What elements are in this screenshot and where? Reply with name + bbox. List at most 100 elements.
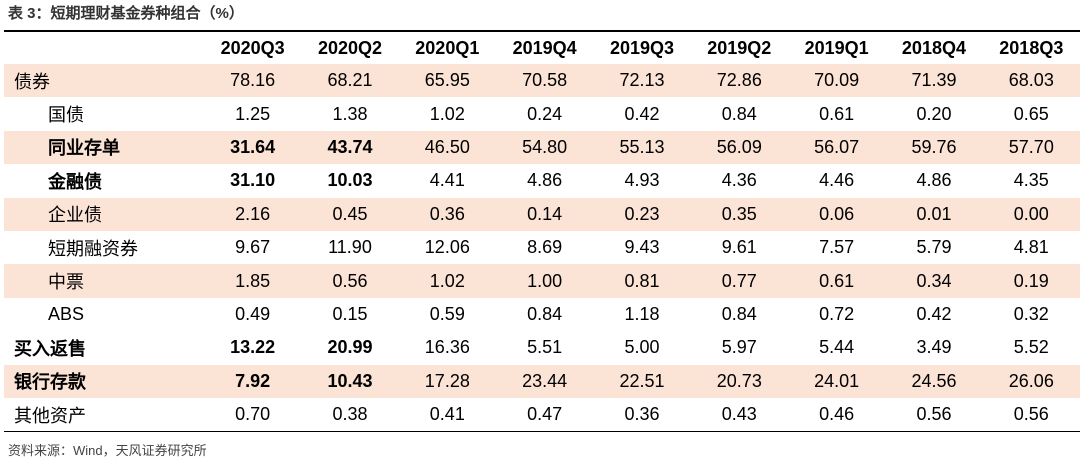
row-label: 企业债 <box>4 197 204 231</box>
column-header: 2020Q3 <box>220 37 285 58</box>
cell: 4.93 <box>624 170 660 191</box>
cell: 7.57 <box>819 237 855 258</box>
cell: 0.15 <box>332 303 368 324</box>
row-label: 银行存款 <box>4 364 204 398</box>
cell: 0.20 <box>916 103 952 124</box>
cell: 4.36 <box>721 170 757 191</box>
cell: 0.42 <box>916 303 952 324</box>
cell: 1.02 <box>398 264 496 298</box>
cell: 31.10 <box>230 170 276 191</box>
cell: 10.03 <box>327 170 373 191</box>
cell: 70.09 <box>787 64 886 98</box>
table-row: 短期融资券 9.67 11.90 12.06 8.69 9.43 9.61 7.57 5.79 4… <box>4 231 1080 264</box>
table-row: 同业存单 31.64 43.74 46.50 54.80 55.13 56.09 56.07 5… <box>4 130 1080 165</box>
cell: 0.59 <box>429 303 465 324</box>
cell: 9.61 <box>721 237 757 258</box>
cell: 0.19 <box>982 264 1080 298</box>
cell: 1.25 <box>235 103 271 124</box>
row-label: 买入返售 <box>14 338 86 359</box>
column-header: 2019Q4 <box>512 37 577 58</box>
cell: 68.03 <box>982 64 1080 98</box>
column-header: 2020Q1 <box>415 37 480 58</box>
column-header: 2020Q2 <box>317 37 383 58</box>
cell: 9.67 <box>235 237 271 258</box>
cell: 0.38 <box>332 404 368 425</box>
cell: 54.80 <box>495 130 594 165</box>
cell: 0.06 <box>787 197 886 231</box>
cell: 24.56 <box>885 364 983 398</box>
table-row: 银行存款 7.92 10.43 17.28 23.44 22.51 20.73 24.01 24… <box>4 364 1080 398</box>
cell: 56.09 <box>690 130 788 165</box>
cell: 2.16 <box>204 197 302 231</box>
cell: 16.36 <box>424 337 470 358</box>
cell: 5.52 <box>1013 337 1049 358</box>
cell: 4.86 <box>527 170 563 191</box>
cell: 1.02 <box>429 103 465 124</box>
cell: 8.69 <box>527 237 563 258</box>
table-row: 债券 78.16 68.21 65.95 70.58 72.13 72.86 70.09 71.… <box>4 64 1080 98</box>
cell: 72.13 <box>593 64 691 98</box>
cell: 4.86 <box>916 170 952 191</box>
cell: 20.73 <box>690 364 788 398</box>
cell: 57.70 <box>982 130 1080 165</box>
cell: 0.72 <box>819 303 855 324</box>
cell: 0.42 <box>624 103 660 124</box>
cell: 70.58 <box>495 64 594 98</box>
cell: 65.95 <box>398 64 496 98</box>
data-table: 2020Q3 2020Q2 2020Q1 2019Q4 2019Q3 2019Q2 2019… <box>4 30 1080 433</box>
column-header <box>4 31 204 64</box>
row-label: 短期融资券 <box>48 238 138 259</box>
header-row: 2020Q3 2020Q2 2020Q1 2019Q4 2019Q3 2019Q2 2019… <box>4 31 1080 64</box>
cell: 5.79 <box>916 237 952 258</box>
cell: 10.43 <box>301 364 399 398</box>
cell: 0.36 <box>624 404 660 425</box>
cell: 0.41 <box>429 404 465 425</box>
cell: 23.44 <box>495 364 594 398</box>
source-note: 资料来源：Wind，天风证券研究所 <box>8 443 207 458</box>
cell: 0.84 <box>721 303 757 324</box>
cell: 4.41 <box>429 170 465 191</box>
cell: 5.97 <box>721 337 757 358</box>
cell: 5.44 <box>819 337 855 358</box>
cell: 0.35 <box>690 197 788 231</box>
row-label: 债券 <box>4 64 204 98</box>
cell: 0.24 <box>527 103 563 124</box>
cell: 56.07 <box>787 130 886 165</box>
cell: 72.86 <box>690 64 788 98</box>
table-title: 表 3：短期理财基金券种组合（%） <box>8 5 244 22</box>
cell: 0.84 <box>721 103 757 124</box>
column-header: 2018Q4 <box>901 37 966 58</box>
cell: 0.56 <box>301 264 399 298</box>
cell: 46.50 <box>398 130 496 165</box>
cell: 0.01 <box>885 197 983 231</box>
cell: 0.43 <box>721 404 757 425</box>
cell: 0.23 <box>593 197 691 231</box>
cell: 4.35 <box>1013 170 1049 191</box>
cell: 26.06 <box>982 364 1080 398</box>
column-header: 2019Q2 <box>707 37 772 58</box>
cell: 0.61 <box>819 103 855 124</box>
cell: 0.49 <box>235 303 271 324</box>
cell: 20.99 <box>327 337 373 358</box>
row-label: 国债 <box>48 105 84 126</box>
cell: 0.65 <box>1013 103 1049 124</box>
row-label: 其他资产 <box>14 405 86 426</box>
table-row: ABS 0.49 0.15 0.59 0.84 1.18 0.84 0.72 0.42 0.32 <box>4 298 1080 331</box>
cell: 5.00 <box>624 337 660 358</box>
cell: 0.61 <box>787 264 886 298</box>
cell: 0.56 <box>916 404 952 425</box>
cell: 31.64 <box>204 130 302 165</box>
cell: 12.06 <box>424 237 470 258</box>
cell: 0.84 <box>527 303 563 324</box>
cell: 4.81 <box>1013 237 1049 258</box>
cell: 78.16 <box>204 64 302 98</box>
cell: 1.38 <box>332 103 368 124</box>
cell: 9.43 <box>624 237 660 258</box>
table-row: 金融债 31.10 10.03 4.41 4.86 4.93 4.36 4.46 4.86 4.3… <box>4 164 1080 197</box>
cell: 13.22 <box>230 337 276 358</box>
row-label: 金融债 <box>48 171 102 192</box>
cell: 7.92 <box>204 364 302 398</box>
column-header: 2019Q1 <box>804 37 869 58</box>
cell: 4.46 <box>819 170 855 191</box>
